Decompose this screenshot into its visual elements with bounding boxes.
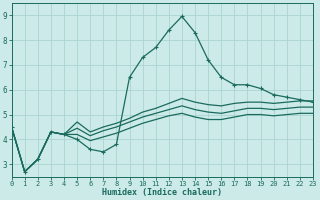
X-axis label: Humidex (Indice chaleur): Humidex (Indice chaleur)	[102, 188, 222, 197]
